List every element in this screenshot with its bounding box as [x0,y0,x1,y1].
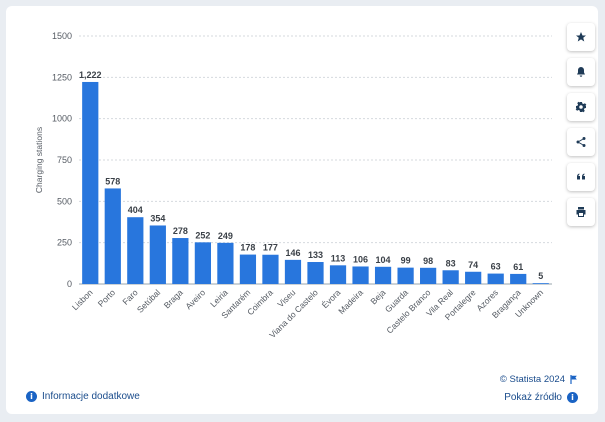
data-label: 98 [423,256,433,266]
y-tick-label: 1250 [52,72,72,82]
share-icon [576,137,586,147]
bar [329,265,347,284]
settings-button[interactable] [567,93,595,121]
bar [82,81,99,284]
data-label: 74 [468,260,478,270]
data-label: 252 [195,230,210,240]
data-label: 5 [538,271,543,281]
bar [465,271,482,284]
bar [127,217,144,284]
data-label: 146 [285,248,300,258]
show-source-label: Pokaż źródło [504,392,562,403]
y-tick-label: 750 [57,155,72,165]
printer-icon [576,207,586,217]
data-label: 61 [513,262,523,272]
bar [510,273,527,284]
bar-chart: 0 250 500 750 1000 1250 1500 Charging stations 1… [34,31,552,340]
bar [532,283,549,284]
data-label: 106 [353,254,368,264]
cite-button[interactable] [567,163,595,191]
bar [397,267,414,284]
bar [239,254,257,284]
bar [149,225,166,284]
data-label: 1,222 [79,70,102,80]
data-label: 104 [376,255,391,265]
x-tick-label: Braga [162,287,185,310]
y-tick-label: 250 [57,238,72,248]
additional-info-link[interactable]: i Informacje dodatkowe [26,391,140,402]
data-label: 177 [263,243,278,253]
info-icon: i [567,392,578,403]
x-tick-label: Madeira [336,287,365,316]
bar [172,238,189,284]
x-tick-label: Lisbon [70,287,95,312]
data-label: 578 [105,176,120,186]
info-icon: i [26,391,37,402]
y-tick-label: 0 [67,279,72,289]
data-label: 249 [218,231,233,241]
data-label: 178 [240,243,255,253]
y-tick-label: 1500 [52,31,72,41]
x-tick-label: Faro [120,287,140,307]
x-tick-label: Beja [368,287,387,306]
additional-info-label: Informacje dodatkowe [42,391,140,402]
notification-button[interactable] [567,58,595,86]
x-tick-label: Aveiro [183,287,207,311]
y-tick-label: 1000 [52,114,72,124]
x-tick-label: Porto [96,287,118,309]
bar [374,266,392,284]
x-tick-label: Setúbal [135,287,163,315]
bell-icon [577,67,585,77]
flag-icon[interactable] [570,375,578,384]
data-label: 63 [491,262,501,272]
bar [487,273,504,284]
bar [104,188,121,284]
bar [262,254,279,284]
statista-credit: © Statista 2024 [500,374,578,385]
data-label: 99 [401,256,411,266]
y-tick-label: 500 [57,196,72,206]
bar [442,270,459,284]
bar [284,259,302,284]
data-label: 83 [446,258,456,268]
y-axis-label: Charging stations [34,127,44,193]
data-label: 278 [173,226,188,236]
bar [420,267,437,284]
bar [217,242,234,284]
chart-card: 0 250 500 750 1000 1250 1500 Charging stations 1… [6,6,598,414]
share-button[interactable] [567,128,595,156]
bar [352,266,369,284]
bar [307,262,324,284]
data-label: 404 [128,205,143,215]
credit-text: © Statista 2024 [499,374,565,385]
star-icon [576,32,586,42]
print-button[interactable] [567,198,595,226]
data-label: 133 [308,250,323,260]
quote-icon [577,173,585,180]
favorite-button[interactable] [567,23,595,51]
data-label: 354 [150,213,165,223]
show-source-link[interactable]: Pokaż źródło i [504,392,578,403]
toolbar-sidebar [567,23,595,233]
data-label: 113 [331,253,346,263]
gear-icon [575,101,587,113]
bar [194,242,211,284]
